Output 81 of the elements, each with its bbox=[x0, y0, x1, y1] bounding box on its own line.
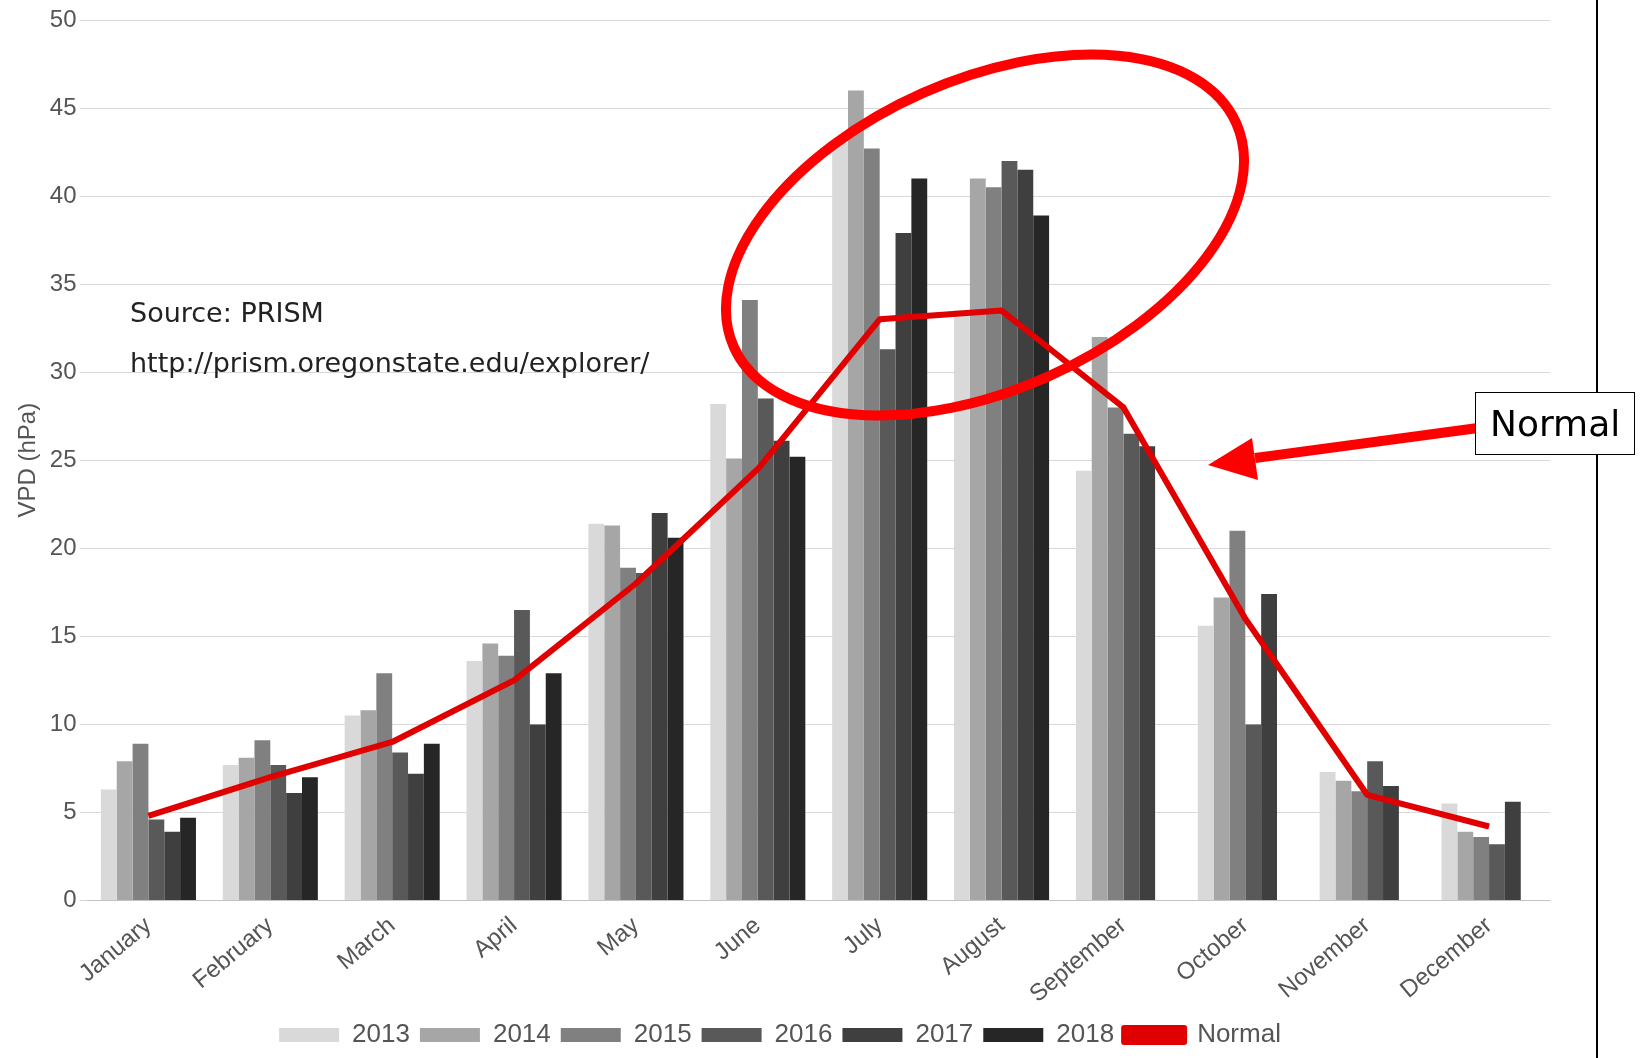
bar bbox=[1001, 160, 1018, 900]
bar bbox=[1457, 831, 1474, 900]
bar bbox=[1229, 530, 1246, 900]
bar bbox=[911, 178, 928, 900]
x-tick-label: June bbox=[708, 910, 766, 965]
y-tick-label: 0 bbox=[63, 885, 77, 913]
bar bbox=[164, 831, 181, 900]
bar bbox=[1351, 791, 1368, 900]
bar bbox=[270, 764, 287, 900]
bar bbox=[360, 710, 377, 900]
legend-label: 2015 bbox=[633, 1018, 692, 1049]
bar bbox=[1123, 433, 1140, 900]
y-tick-label: 40 bbox=[49, 180, 77, 208]
annotation: Source: PRISM bbox=[130, 297, 324, 329]
bar bbox=[1473, 837, 1490, 900]
bar bbox=[116, 761, 133, 900]
bar bbox=[1107, 407, 1124, 900]
bar bbox=[1033, 215, 1050, 900]
y-tick-label: 5 bbox=[63, 797, 77, 825]
bar bbox=[545, 673, 562, 900]
y-tick-label: 30 bbox=[49, 356, 77, 384]
bar bbox=[254, 740, 271, 900]
bar bbox=[620, 567, 636, 900]
bar bbox=[1504, 801, 1521, 900]
bar bbox=[863, 148, 880, 900]
legend-label: 2014 bbox=[492, 1018, 551, 1049]
bar bbox=[498, 655, 515, 900]
y-tick-label: 15 bbox=[49, 620, 77, 648]
y-tick-label: 25 bbox=[49, 444, 77, 472]
annotation: Normal bbox=[1475, 392, 1636, 455]
bar bbox=[1139, 446, 1156, 900]
bar bbox=[757, 398, 774, 900]
bar bbox=[132, 743, 149, 900]
bar bbox=[726, 458, 742, 900]
bar bbox=[148, 819, 165, 900]
y-tick-label: 10 bbox=[49, 709, 77, 737]
bar bbox=[392, 752, 409, 900]
x-tick-label: July bbox=[837, 910, 888, 959]
bar bbox=[1017, 169, 1034, 900]
bar bbox=[969, 178, 986, 900]
bar bbox=[376, 673, 393, 900]
bar bbox=[286, 793, 302, 900]
bar bbox=[848, 90, 864, 900]
bar bbox=[895, 233, 912, 900]
bar bbox=[408, 773, 424, 900]
bar bbox=[529, 724, 546, 900]
bar bbox=[180, 817, 196, 900]
bar bbox=[667, 537, 684, 900]
legend-label: 2013 bbox=[352, 1018, 410, 1049]
legend-label: Normal bbox=[1197, 1018, 1281, 1049]
bar bbox=[1335, 780, 1352, 900]
bar bbox=[1245, 724, 1262, 900]
bar bbox=[1489, 844, 1505, 900]
x-tick-label: May bbox=[591, 910, 644, 961]
y-axis-title: VPD (hPa) bbox=[13, 402, 41, 518]
bar bbox=[482, 643, 499, 900]
y-tick-label: 45 bbox=[49, 92, 77, 120]
bar bbox=[238, 757, 255, 900]
bar bbox=[651, 513, 668, 900]
bar bbox=[1091, 336, 1108, 900]
bar bbox=[1261, 594, 1277, 900]
legend-label: 2017 bbox=[915, 1018, 974, 1049]
bar bbox=[514, 609, 530, 900]
legend-label: 2018 bbox=[1056, 1018, 1115, 1049]
bar bbox=[635, 572, 652, 900]
annotation: http://prism.oregonstate.edu/explorer/ bbox=[130, 347, 651, 379]
bar bbox=[789, 456, 806, 900]
bar bbox=[879, 349, 896, 900]
bar bbox=[604, 525, 621, 900]
bar bbox=[1383, 786, 1399, 900]
legend-label: 2016 bbox=[774, 1018, 833, 1049]
y-tick-label: 35 bbox=[49, 268, 77, 296]
y-tick-label: 20 bbox=[49, 532, 77, 560]
bar bbox=[1213, 597, 1230, 900]
bar bbox=[773, 440, 790, 900]
bar bbox=[302, 777, 318, 900]
y-tick-label: 50 bbox=[49, 4, 77, 32]
bar bbox=[985, 187, 1002, 900]
bar bbox=[741, 299, 758, 900]
bar bbox=[1367, 761, 1384, 900]
bar bbox=[423, 743, 440, 900]
